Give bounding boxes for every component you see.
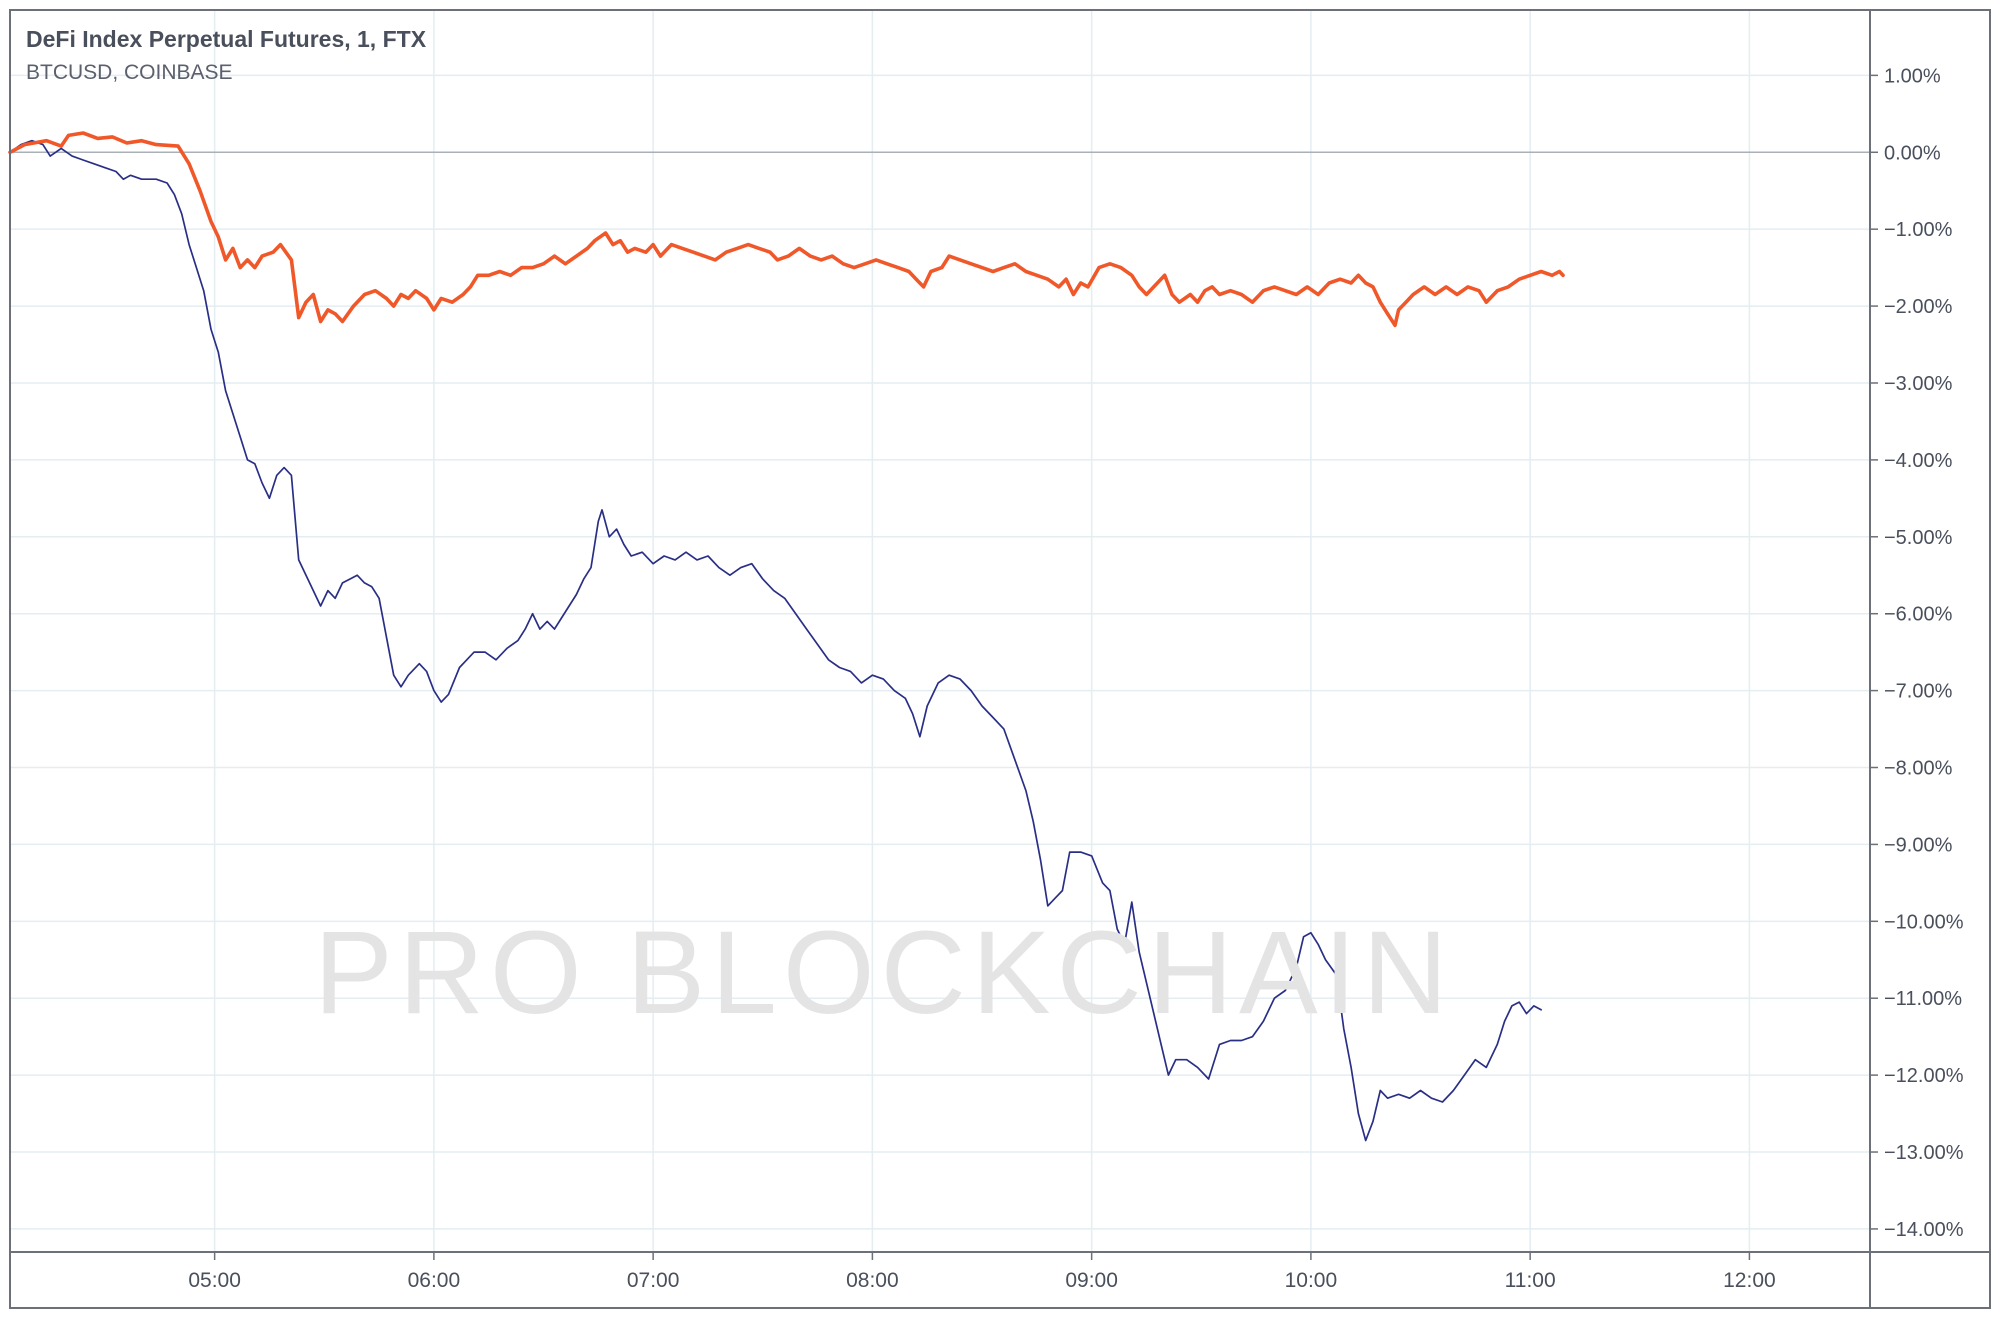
price-tick-label: −7.00% [1884, 681, 1953, 703]
time-tick-label: 11:00 [1505, 1269, 1556, 1292]
price-tick-label: −14.00% [1884, 1219, 1964, 1241]
series-lines [8, 131, 1565, 1142]
price-tick-label: −3.00% [1884, 373, 1953, 395]
price-tick-label: −5.00% [1884, 527, 1953, 549]
price-tick-label: −11.00% [1884, 988, 1962, 1010]
price-axis[interactable]: 1.00% 0.00% −1.00% −2.00% −3.00% −4.00% −5.00%… [1870, 65, 1964, 1241]
price-tick-label: −8.00% [1884, 758, 1953, 780]
time-tick-label: 05:00 [188, 1269, 241, 1292]
grid-lines [10, 10, 1870, 1252]
price-tick-label: −1.00% [1884, 219, 1953, 241]
legend-main-series[interactable]: DeFi Index Perpetual Futures, 1, FTX [26, 26, 427, 52]
price-tick-label: −12.00% [1884, 1065, 1964, 1087]
watermark: PRO BLOCKCHAIN [314, 907, 1454, 1039]
defi-index-series-line [8, 131, 1565, 328]
time-tick-label: 09:00 [1065, 1269, 1118, 1292]
time-tick-label: 12:00 [1723, 1269, 1776, 1292]
time-tick-label: 06:00 [408, 1269, 461, 1292]
price-tick-label: 0.00% [1884, 142, 1941, 164]
time-tick-label: 08:00 [846, 1269, 899, 1292]
price-tick-label: −2.00% [1884, 296, 1953, 318]
plot-frame [9, 9, 1991, 1309]
price-tick-label: −6.00% [1884, 604, 1953, 626]
price-tick-label: −4.00% [1884, 450, 1953, 472]
price-tick-label: −13.00% [1884, 1142, 1964, 1164]
price-tick-label: 1.00% [1884, 65, 1941, 87]
time-axis[interactable]: 05:00 06:00 07:00 08:00 09:00 10:00 11:00 12:00 [188, 1252, 1776, 1292]
price-tick-label: −9.00% [1884, 834, 1953, 856]
time-tick-label: 07:00 [627, 1269, 680, 1292]
price-tick-label: −10.00% [1884, 911, 1964, 933]
legend-compare-series[interactable]: BTCUSD, COINBASE [26, 61, 233, 84]
btcusd-series-line [9, 139, 1542, 1142]
time-tick-label: 10:00 [1285, 1269, 1338, 1292]
